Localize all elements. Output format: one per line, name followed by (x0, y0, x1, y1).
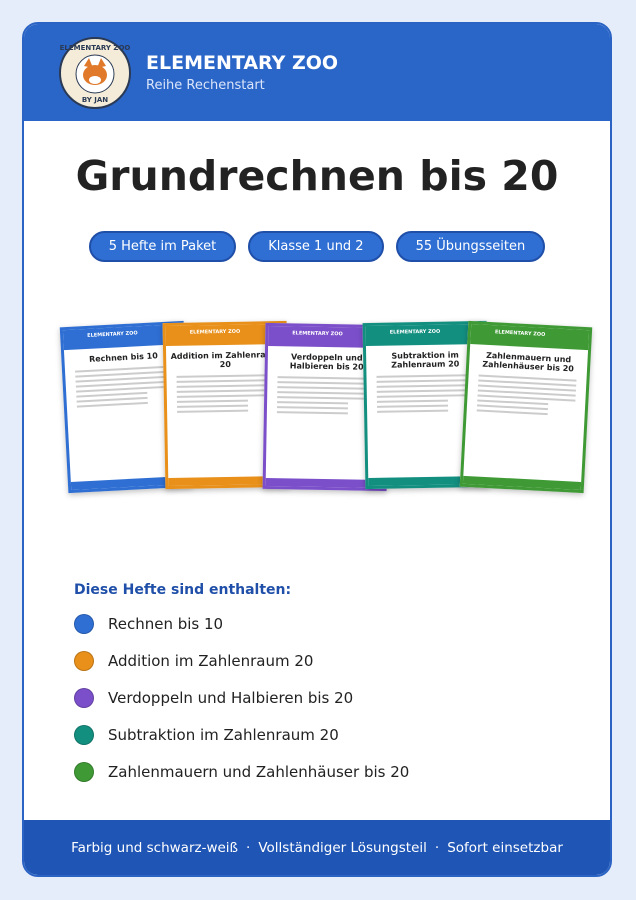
list-label: Rechnen bis 10 (108, 615, 224, 633)
list-label: Addition im Zahlenraum 20 (108, 652, 314, 670)
list-item: Verdoppeln und Halbieren bis 20 (74, 688, 353, 708)
list-dot (74, 762, 94, 782)
placeholder-line (177, 409, 248, 414)
list-item: Rechnen bis 10 (74, 614, 223, 634)
list-heading: Diese Hefte sind enthalten: (74, 582, 292, 598)
placeholder-line (277, 386, 376, 391)
covers: ELEMENTARY ZOO Rechnen bis 10 ELEMENTARY Z… (59, 314, 593, 504)
placeholder-line (376, 379, 475, 384)
logo: ELEMENTARY ZOO BY JAN (59, 37, 131, 109)
placeholder-line (277, 401, 348, 405)
badge: 55 Übungsseiten (395, 231, 546, 262)
booklet-cover: ELEMENTARY ZOO Zahlenmauern und Zahlenhäu… (459, 320, 593, 494)
placeholder-line (276, 406, 348, 410)
placeholder-line (176, 394, 275, 399)
logo-text: ELEMENTARY ZOO (60, 44, 131, 52)
footer-item: Sofort einsetzbar (447, 839, 563, 856)
placeholder-line (277, 381, 376, 386)
placeholder-line (376, 374, 475, 379)
placeholder-line (276, 411, 348, 415)
placeholder-line (277, 376, 376, 381)
list-label: Zahlenmauern und Zahlenhäuser bis 20 (108, 763, 410, 781)
placeholder-line (476, 409, 548, 416)
footer-item: Vollständiger Lösungsteil (258, 839, 427, 856)
cover-title: Rechnen bis 10 (88, 351, 158, 364)
placeholder-line (277, 391, 376, 396)
cover-header: ELEMENTARY ZOO (470, 324, 590, 351)
brand: ELEMENTARY ZOO (146, 52, 339, 74)
cover-title: Subtraktion im Zahlenraum 20 (391, 350, 460, 370)
list-item: Subtraktion im Zahlenraum 20 (74, 725, 339, 745)
badge: 5 Hefte im Paket (88, 231, 237, 262)
separator: · (434, 839, 440, 856)
list-dot (74, 614, 94, 634)
placeholder-line (176, 384, 275, 389)
placeholder-line (176, 374, 275, 379)
placeholder-line (76, 402, 148, 408)
series: Reihe Rechenstart (146, 78, 265, 93)
list-label: Subtraktion im Zahlenraum 20 (108, 726, 339, 744)
placeholder-line (377, 409, 448, 414)
cover-title: Zahlenmauern und Zahlenhäuser bis 20 (482, 350, 575, 374)
list-dot (74, 651, 94, 671)
cover-footer (462, 475, 582, 490)
list-label: Verdoppeln und Halbieren bis 20 (108, 689, 354, 707)
badge: Klasse 1 und 2 (248, 231, 384, 262)
placeholder-line (376, 389, 475, 394)
list-dot (74, 688, 94, 708)
cover-card: ELEMENTARY ZOO BY JAN ELEMENTARY ZOO Rei… (22, 22, 612, 877)
placeholder-line (376, 384, 475, 389)
separator: · (246, 839, 251, 856)
cover-header: ELEMENTARY ZOO (365, 323, 484, 347)
placeholder-line (176, 389, 275, 394)
list-dot (74, 725, 94, 745)
placeholder-line (176, 379, 275, 384)
logo-text: BY JAN (82, 96, 108, 104)
list-item: Zahlenmauern und Zahlenhäuser bis 20 (74, 762, 409, 782)
placeholder-line (376, 399, 448, 404)
header: ELEMENTARY ZOO BY JAN ELEMENTARY ZOO Rei… (24, 24, 610, 121)
footer-item: Farbig und schwarz-weiß (71, 839, 239, 856)
placeholder-line (177, 404, 248, 409)
footer: Farbig und schwarz-weiß · Vollständiger Lö… (24, 820, 610, 875)
placeholder-line (277, 396, 376, 401)
list-item: Addition im Zahlenraum 20 (74, 651, 313, 671)
badges: 5 Hefte im Paket Klasse 1 und 2 55 Übungss… (24, 231, 610, 262)
placeholder-line (376, 394, 475, 399)
title: Grundrechnen bis 20 (75, 152, 559, 200)
placeholder-line (176, 399, 248, 404)
placeholder-line (377, 404, 448, 409)
